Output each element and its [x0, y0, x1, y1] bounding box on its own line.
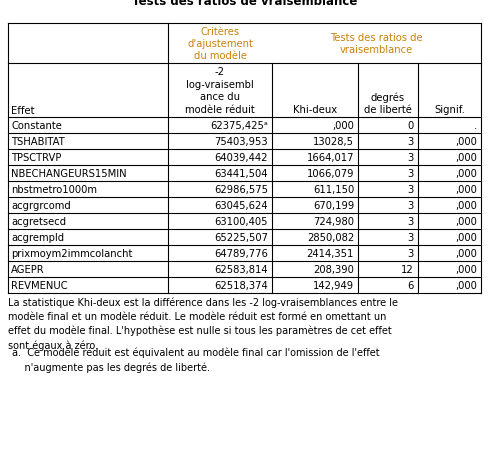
Text: ,000: ,000 — [455, 248, 477, 258]
Text: 62518,374: 62518,374 — [214, 280, 268, 290]
Text: 670,199: 670,199 — [313, 201, 354, 211]
Text: 12: 12 — [401, 264, 414, 274]
Text: TSHABITAT: TSHABITAT — [11, 136, 65, 147]
Text: 62583,814: 62583,814 — [215, 264, 268, 274]
Text: Effet: Effet — [11, 106, 34, 116]
Text: a.  Ce modèle réduit est équivalent au modèle final car l'omission de l'effet
  : a. Ce modèle réduit est équivalent au mo… — [12, 347, 380, 372]
Text: 62986,575: 62986,575 — [214, 185, 268, 195]
Text: 13028,5: 13028,5 — [313, 136, 354, 147]
Text: ,000: ,000 — [455, 153, 477, 162]
Text: 142,949: 142,949 — [313, 280, 354, 290]
Text: prixmoym2immcolancht: prixmoym2immcolancht — [11, 248, 132, 258]
Text: ,000: ,000 — [455, 136, 477, 147]
Text: 2850,082: 2850,082 — [307, 233, 354, 243]
Text: 65225,507: 65225,507 — [214, 233, 268, 243]
Text: 3: 3 — [408, 153, 414, 162]
Text: 63441,504: 63441,504 — [215, 169, 268, 179]
Text: acgrempld: acgrempld — [11, 233, 64, 243]
Text: La statistique Khi-deux est la différence dans les -2 log-vraisemblances entre l: La statistique Khi-deux est la différenc… — [8, 298, 398, 350]
Text: ,000: ,000 — [455, 201, 477, 211]
Text: Tests des ratios de vraisemblance: Tests des ratios de vraisemblance — [132, 0, 357, 8]
Text: AGEPR: AGEPR — [11, 264, 45, 274]
Text: 724,980: 724,980 — [313, 217, 354, 227]
Text: Critères
d'ajustement
du modèle: Critères d'ajustement du modèle — [187, 26, 253, 61]
Text: acgrgrcomd: acgrgrcomd — [11, 201, 71, 211]
Text: 0: 0 — [408, 121, 414, 131]
Text: Khi-deux: Khi-deux — [293, 105, 337, 115]
Text: 75403,953: 75403,953 — [215, 136, 268, 147]
Text: ,000: ,000 — [455, 264, 477, 274]
Text: 2414,351: 2414,351 — [307, 248, 354, 258]
Text: 63100,405: 63100,405 — [215, 217, 268, 227]
Text: ,000: ,000 — [455, 169, 477, 179]
Text: ,000: ,000 — [455, 233, 477, 243]
Text: ,000: ,000 — [455, 217, 477, 227]
Text: 6: 6 — [408, 280, 414, 290]
Text: 63045,624: 63045,624 — [215, 201, 268, 211]
Text: Constante: Constante — [11, 121, 62, 131]
Text: 3: 3 — [408, 217, 414, 227]
Text: 3: 3 — [408, 233, 414, 243]
Text: 3: 3 — [408, 248, 414, 258]
Text: ,000: ,000 — [332, 121, 354, 131]
Text: 62375,425ᵃ: 62375,425ᵃ — [210, 121, 268, 131]
Text: 64789,776: 64789,776 — [214, 248, 268, 258]
Text: REVMENUC: REVMENUC — [11, 280, 68, 290]
Text: ,000: ,000 — [455, 185, 477, 195]
Text: 208,390: 208,390 — [313, 264, 354, 274]
Text: ,000: ,000 — [455, 280, 477, 290]
Text: degrés
de liberté: degrés de liberté — [364, 92, 412, 115]
Text: 1066,079: 1066,079 — [307, 169, 354, 179]
Text: 3: 3 — [408, 136, 414, 147]
Text: acgretsecd: acgretsecd — [11, 217, 66, 227]
Text: 1664,017: 1664,017 — [307, 153, 354, 162]
Text: 64039,442: 64039,442 — [215, 153, 268, 162]
Text: 3: 3 — [408, 201, 414, 211]
Text: .: . — [474, 121, 477, 131]
Text: 3: 3 — [408, 169, 414, 179]
Text: NBECHANGEURS15MIN: NBECHANGEURS15MIN — [11, 169, 126, 179]
Text: TPSCTRVP: TPSCTRVP — [11, 153, 61, 162]
Text: nbstmetro1000m: nbstmetro1000m — [11, 185, 97, 195]
Text: Tests des ratios de
vraisemblance: Tests des ratios de vraisemblance — [330, 33, 423, 55]
Text: 611,150: 611,150 — [313, 185, 354, 195]
Text: 3: 3 — [408, 185, 414, 195]
Text: Signif.: Signif. — [434, 105, 465, 115]
Text: -2
log-vraisembl
ance du
modèle réduit: -2 log-vraisembl ance du modèle réduit — [185, 67, 255, 114]
